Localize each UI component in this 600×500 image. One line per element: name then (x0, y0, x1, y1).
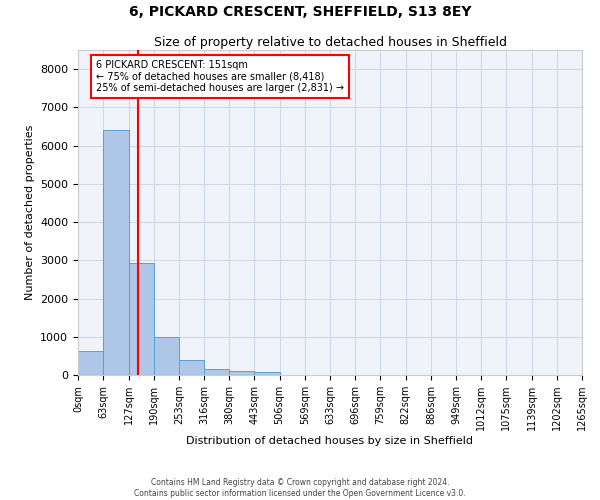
Title: Size of property relative to detached houses in Sheffield: Size of property relative to detached ho… (154, 36, 506, 49)
Bar (229, 371, 254, 375)
X-axis label: Distribution of detached houses by size in Sheffield: Distribution of detached houses by size … (187, 436, 473, 446)
Bar (154, 337, 179, 375)
Text: 6 PICKARD CRESCENT: 151sqm
← 75% of detached houses are smaller (8,418)
25% of s: 6 PICKARD CRESCENT: 151sqm ← 75% of deta… (95, 60, 344, 93)
Bar (103, 130, 128, 375)
Y-axis label: Number of detached properties: Number of detached properties (25, 125, 35, 300)
Text: Contains HM Land Registry data © Crown copyright and database right 2024.
Contai: Contains HM Land Registry data © Crown c… (134, 478, 466, 498)
Bar (179, 360, 204, 375)
Bar (128, 264, 154, 375)
Bar (78, 352, 103, 375)
Bar (204, 368, 229, 375)
Text: 6, PICKARD CRESCENT, SHEFFIELD, S13 8EY: 6, PICKARD CRESCENT, SHEFFIELD, S13 8EY (129, 5, 471, 19)
Bar (254, 372, 280, 375)
